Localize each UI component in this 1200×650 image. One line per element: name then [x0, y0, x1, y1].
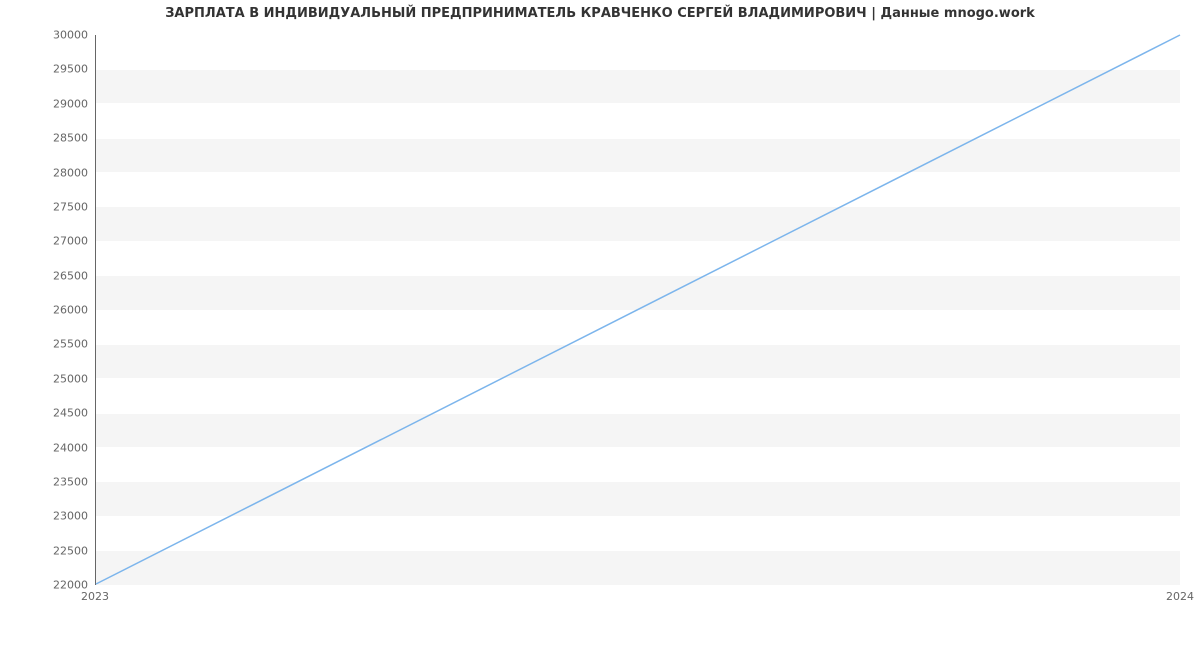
grid-line [96, 585, 1180, 586]
y-tick-label: 28000 [8, 166, 88, 179]
y-tick-label: 24000 [8, 441, 88, 454]
y-tick-label: 27000 [8, 235, 88, 248]
series-line-salary [96, 35, 1180, 584]
y-tick-label: 25000 [8, 372, 88, 385]
y-tick-label: 24500 [8, 407, 88, 420]
salary-line-chart: ЗАРПЛАТА В ИНДИВИДУАЛЬНЫЙ ПРЕДПРИНИМАТЕЛ… [0, 0, 1200, 650]
y-tick-label: 22000 [8, 579, 88, 592]
chart-title: ЗАРПЛАТА В ИНДИВИДУАЛЬНЫЙ ПРЕДПРИНИМАТЕЛ… [0, 6, 1200, 21]
y-tick-label: 28500 [8, 132, 88, 145]
x-tick-label: 2023 [81, 590, 109, 603]
y-tick-label: 23000 [8, 510, 88, 523]
y-tick-label: 29500 [8, 63, 88, 76]
y-tick-label: 26000 [8, 304, 88, 317]
plot-area [95, 35, 1180, 585]
line-layer [96, 35, 1180, 584]
y-tick-label: 30000 [8, 29, 88, 42]
x-tick-label: 2024 [1166, 590, 1194, 603]
y-tick-label: 23500 [8, 475, 88, 488]
y-tick-label: 26500 [8, 269, 88, 282]
y-tick-label: 29000 [8, 97, 88, 110]
y-tick-label: 25500 [8, 338, 88, 351]
y-tick-label: 22500 [8, 544, 88, 557]
y-tick-label: 27500 [8, 200, 88, 213]
